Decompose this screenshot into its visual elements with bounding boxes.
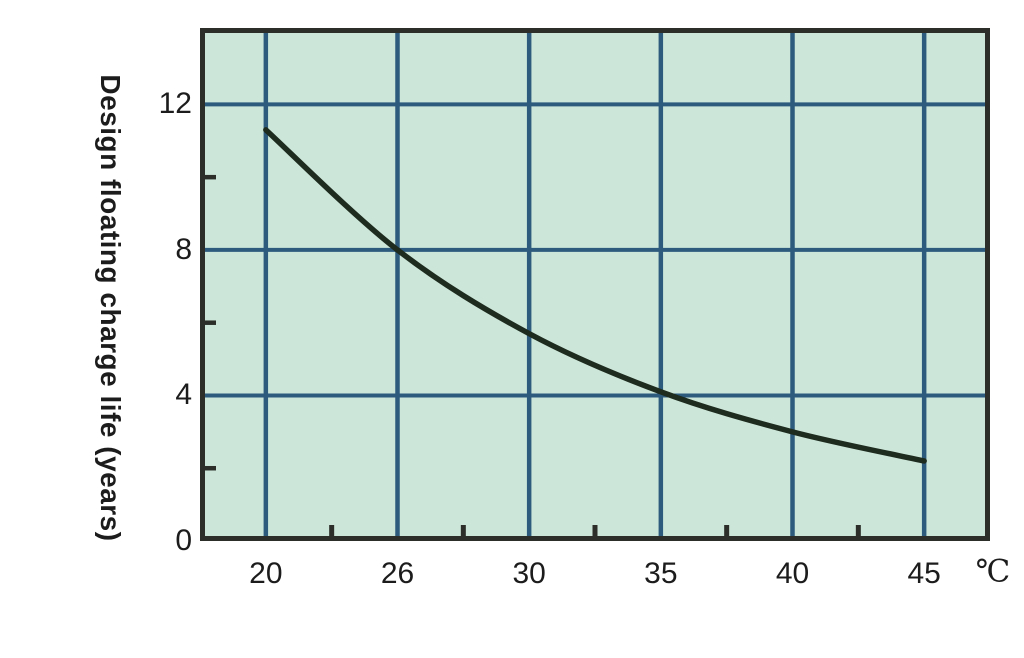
life-curve <box>263 127 927 464</box>
x-tick-label: 35 <box>644 557 678 590</box>
y-tick-label: 8 <box>175 232 192 266</box>
x-tick-label: 30 <box>512 557 546 590</box>
y-tick-label: 4 <box>175 378 192 412</box>
plot-area <box>200 28 990 541</box>
x-axis-unit-label: ℃ <box>975 553 1011 590</box>
chart-plot-svg <box>200 28 990 541</box>
y-tick-label: 0 <box>175 524 192 557</box>
x-tick-label: 40 <box>775 557 810 590</box>
x-tick-label: 20 <box>249 557 283 590</box>
y-tick-label: 12 <box>158 87 192 121</box>
x-tick-label: 45 <box>907 557 941 590</box>
x-tick-label: 26 <box>380 557 415 590</box>
y-axis-title: Design floating charge life (years) <box>95 74 126 542</box>
